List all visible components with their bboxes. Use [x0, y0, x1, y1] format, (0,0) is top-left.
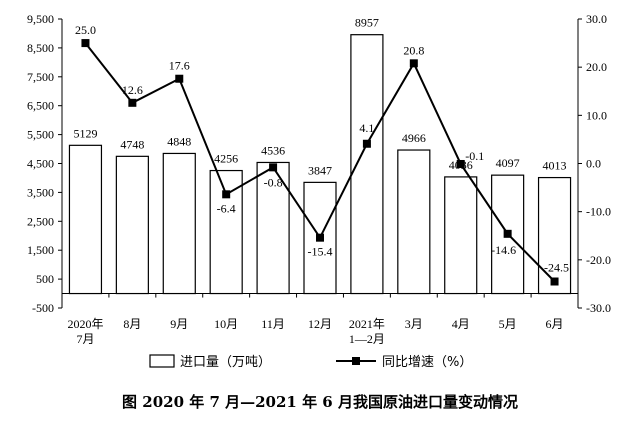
x-tick-label: 2020年 — [67, 317, 103, 331]
bar — [397, 149, 431, 295]
right-tick-label: 0.0 — [586, 157, 601, 171]
right-tick-label: 10.0 — [586, 108, 607, 122]
x-tick-label: 10月 — [214, 317, 238, 331]
x-tick-label: 1—2月 — [349, 332, 385, 346]
growth-point — [409, 59, 418, 68]
right-tick-label: 30.0 — [586, 12, 607, 26]
bar-value-label: 4748 — [120, 137, 144, 151]
left-tick-label: 3,500 — [27, 185, 54, 199]
x-tick-label: 6月 — [546, 317, 564, 331]
bar-value-label: 8957 — [355, 16, 379, 30]
right-tick-label: 20.0 — [586, 60, 607, 74]
right-tick-label: -10.0 — [586, 205, 611, 219]
growth-point — [269, 163, 278, 172]
growth-point — [222, 190, 231, 199]
legend: 进口量（万吨） 同比增速（%） — [149, 354, 472, 370]
legend-bar-swatch — [149, 354, 175, 368]
growth-point — [503, 229, 512, 238]
bar-value-label: 5129 — [73, 126, 97, 140]
left-tick-label: 1,500 — [27, 243, 54, 257]
right-tick-label: -30.0 — [586, 301, 611, 315]
line-series — [81, 39, 559, 286]
legend-line-label: 同比增速（%） — [382, 355, 472, 370]
left-tick-label: 7,500 — [27, 70, 54, 84]
growth-value-label: -0.8 — [264, 175, 283, 189]
bar — [115, 155, 149, 295]
bar-value-label: 4097 — [496, 156, 520, 170]
growth-point — [316, 233, 324, 242]
left-tick-label: 4,500 — [27, 157, 54, 171]
axes-group: -500 500 1,500 2,500 3,500 4,500 5,500 6,500 7,5… — [27, 12, 611, 346]
x-tick-label: 2021年 — [349, 317, 385, 331]
growth-point — [175, 74, 184, 83]
bar-value-label: 4036 — [449, 158, 473, 172]
bar — [537, 176, 572, 295]
left-tick-label: 2,500 — [27, 214, 54, 228]
legend-bar-label: 进口量（万吨） — [180, 355, 271, 370]
growth-value-label: -0.1 — [465, 149, 484, 163]
chart-svg: -500 500 1,500 2,500 3,500 4,500 5,500 6,500 7,5… — [27, 12, 611, 370]
x-tick-label: 9月 — [170, 317, 188, 331]
growth-value-label: 12.6 — [122, 83, 143, 97]
growth-point — [362, 139, 371, 148]
bar-value-label: 4848 — [167, 134, 191, 148]
left-tick-label: 500 — [36, 272, 54, 286]
x-tick-label: 12月 — [308, 317, 332, 331]
left-tick-label: 5,500 — [27, 128, 54, 142]
bar-value-label: 4256 — [214, 152, 238, 166]
bar — [444, 176, 478, 295]
x-tick-label: 3月 — [405, 317, 423, 331]
growth-value-label: -15.4 — [308, 245, 333, 259]
x-tick-label: 8月 — [123, 317, 141, 331]
growth-point — [81, 39, 90, 48]
left-tick-label: 8,500 — [27, 41, 54, 55]
left-tick-label: 9,500 — [27, 12, 54, 26]
left-tick-label: -500 — [32, 301, 54, 315]
bar-series — [68, 34, 572, 295]
growth-value-label: 17.6 — [169, 59, 190, 73]
growth-value-label: 4.1 — [359, 121, 374, 135]
bar — [68, 144, 103, 295]
x-tick-label: 5月 — [499, 317, 517, 331]
legend-line-marker — [352, 357, 360, 365]
growth-value-label: -6.4 — [217, 201, 236, 215]
bar-value-label: 4536 — [261, 143, 285, 157]
x-tick-label: 7月 — [76, 332, 94, 346]
bar — [162, 152, 196, 295]
bar-value-label: 3847 — [308, 163, 332, 177]
chart-title: 图 2020 年 7 月—2021 年 6 月我国原油进口量变动情况 — [122, 393, 518, 411]
growth-point — [550, 277, 559, 286]
bar-value-label: 4013 — [543, 159, 567, 173]
bar — [303, 181, 337, 295]
left-tick-label: 6,500 — [27, 99, 54, 113]
x-tick-label: 4月 — [452, 317, 470, 331]
growth-value-label: 20.8 — [403, 43, 424, 57]
bar-value-label: 4966 — [402, 131, 426, 145]
data-labels: 5129 4748 4848 4256 4536 3847 8957 4966 4036 4097… — [73, 16, 569, 275]
growth-point — [456, 159, 465, 168]
right-tick-label: -20.0 — [586, 253, 611, 267]
growth-point — [128, 98, 137, 107]
growth-value-label: -14.6 — [491, 243, 516, 257]
growth-value-label: -24.5 — [544, 261, 569, 275]
growth-value-label: 25.0 — [75, 23, 96, 37]
x-tick-label: 11月 — [261, 317, 285, 331]
